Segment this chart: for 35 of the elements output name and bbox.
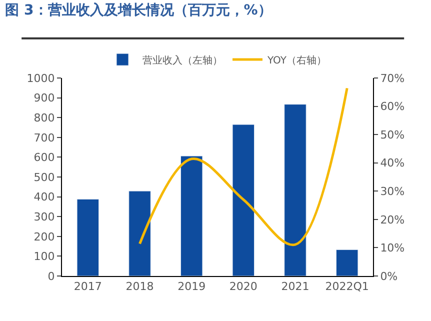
- x-tick-label: 2018: [126, 280, 154, 294]
- x-tick-label: 2022Q1: [325, 280, 369, 294]
- x-tick-label: 2017: [74, 280, 102, 294]
- y-tick-label: 700: [34, 131, 55, 144]
- y-tick-label: 400: [34, 190, 55, 204]
- line-series: [138, 86, 348, 246]
- y-tick-label: 0: [48, 270, 55, 283]
- y2-tick-label: 30%: [380, 184, 405, 198]
- y2-tick-label: 10%: [380, 242, 405, 255]
- y-tick-label: 200: [34, 230, 55, 244]
- y2-tick-label: 20%: [380, 213, 405, 226]
- bar: [232, 124, 255, 276]
- y2-tick-label: 70%: [380, 72, 405, 85]
- y2-tick-label: 40%: [380, 156, 405, 170]
- y-tick-label: 100: [34, 250, 55, 264]
- y2-tick-label: 0%: [380, 270, 398, 283]
- y-tick-label: 500: [34, 170, 55, 184]
- bar: [128, 190, 151, 276]
- legend-label: YOY（右轴）: [266, 54, 326, 66]
- legend-label: 营业收入（左轴）: [142, 54, 222, 66]
- chart-title: 图 3：营业收入及增长情况（百万元，%）: [5, 2, 272, 19]
- x-tick-label: 2021: [281, 280, 310, 294]
- y2-tick-label: 50%: [380, 128, 405, 142]
- bar: [76, 198, 100, 276]
- x-tick-label: 2020: [229, 280, 258, 294]
- bar: [284, 104, 306, 276]
- y-tick-label: 300: [34, 210, 55, 224]
- y2-tick-label: 60%: [380, 100, 405, 114]
- x-tick-label: 2019: [178, 280, 206, 294]
- y-tick-label: 1000: [26, 72, 55, 85]
- bar: [180, 156, 203, 276]
- bar: [336, 249, 358, 276]
- y-tick-label: 900: [34, 92, 55, 105]
- y-tick-label: 600: [34, 151, 55, 164]
- y-tick-label: 800: [34, 111, 55, 124]
